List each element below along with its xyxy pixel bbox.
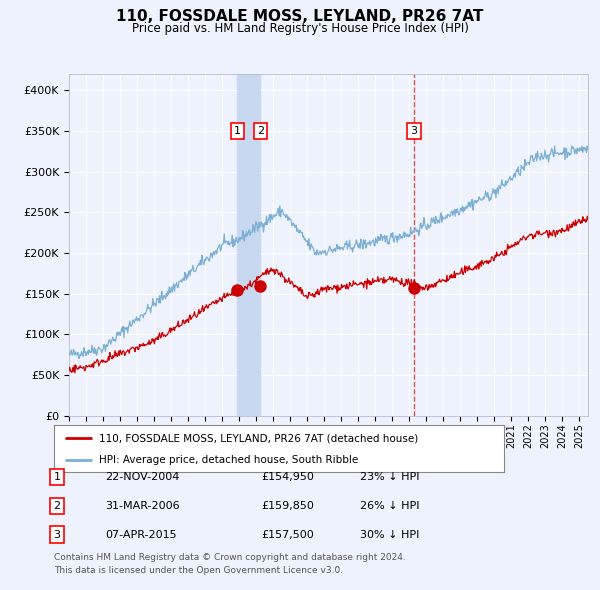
Text: 1: 1 xyxy=(53,472,61,481)
Text: 22-NOV-2004: 22-NOV-2004 xyxy=(105,472,179,481)
Text: Price paid vs. HM Land Registry's House Price Index (HPI): Price paid vs. HM Land Registry's House … xyxy=(131,22,469,35)
Text: HPI: Average price, detached house, South Ribble: HPI: Average price, detached house, Sout… xyxy=(99,455,358,465)
Text: 110, FOSSDALE MOSS, LEYLAND, PR26 7AT (detached house): 110, FOSSDALE MOSS, LEYLAND, PR26 7AT (d… xyxy=(99,433,418,443)
Text: 3: 3 xyxy=(53,530,61,539)
Text: 30% ↓ HPI: 30% ↓ HPI xyxy=(360,530,419,539)
Text: £159,850: £159,850 xyxy=(261,501,314,510)
Text: £157,500: £157,500 xyxy=(261,530,314,539)
Text: 1: 1 xyxy=(234,126,241,136)
Text: This data is licensed under the Open Government Licence v3.0.: This data is licensed under the Open Gov… xyxy=(54,566,343,575)
Text: 31-MAR-2006: 31-MAR-2006 xyxy=(105,501,179,510)
Text: 2: 2 xyxy=(257,126,264,136)
Text: Contains HM Land Registry data © Crown copyright and database right 2024.: Contains HM Land Registry data © Crown c… xyxy=(54,553,406,562)
Bar xyxy=(238,74,260,416)
Text: 110, FOSSDALE MOSS, LEYLAND, PR26 7AT: 110, FOSSDALE MOSS, LEYLAND, PR26 7AT xyxy=(116,9,484,24)
Text: 23% ↓ HPI: 23% ↓ HPI xyxy=(360,472,419,481)
Text: 3: 3 xyxy=(410,126,418,136)
Text: 07-APR-2015: 07-APR-2015 xyxy=(105,530,176,539)
Text: £154,950: £154,950 xyxy=(261,472,314,481)
Text: 2: 2 xyxy=(53,501,61,510)
Text: 26% ↓ HPI: 26% ↓ HPI xyxy=(360,501,419,510)
